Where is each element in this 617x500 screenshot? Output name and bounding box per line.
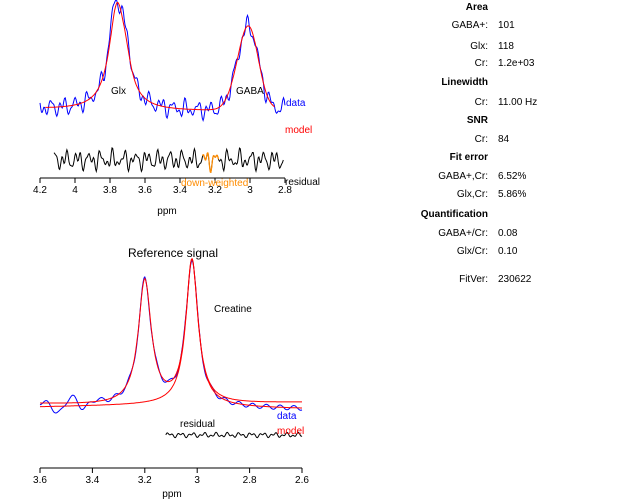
x-tick-label: 3 xyxy=(247,185,253,196)
x-tick-label: 3.4 xyxy=(173,185,187,196)
snr-heading: SNR xyxy=(466,115,488,126)
linewidth-heading: Linewidth xyxy=(441,77,488,88)
top-x-axis: 4.2 4 3.8 3.6 3.4 3.2 3 2.8 xyxy=(33,177,292,196)
stat-key: Cr: xyxy=(474,134,488,145)
model-series-line xyxy=(40,258,302,409)
stat-key: Glx: xyxy=(470,41,488,52)
model-component-line xyxy=(39,258,302,408)
stat-value: 1.2e+03 xyxy=(498,58,535,69)
data-series-line xyxy=(39,259,303,414)
x-tick-label: 3.8 xyxy=(103,185,117,196)
top-legend-residual: residual xyxy=(285,177,320,188)
stat-value: 0.10 xyxy=(498,246,518,257)
peak-label-creatine: Creatine xyxy=(214,304,252,315)
stat-value: 230622 xyxy=(498,274,532,285)
bottom-legend-data: data xyxy=(277,411,297,422)
bottom-title: Reference signal xyxy=(128,246,218,260)
stat-value: 6.52% xyxy=(498,171,527,182)
bottom-plot: Reference signal 3.6 3.4 3.2 3 2.8 2.6 ppm Cr… xyxy=(33,246,309,500)
top-legend-data: data xyxy=(286,98,306,109)
stat-key: Cr: xyxy=(474,97,488,108)
bottom-series xyxy=(39,258,303,439)
stat-value: 0.08 xyxy=(498,228,518,239)
top-legend-model: model xyxy=(285,125,312,136)
stat-value: 101 xyxy=(498,20,515,31)
fit-error-heading: Fit error xyxy=(449,152,488,163)
stat-value: 118 xyxy=(498,41,514,52)
peak-label-gaba: GABA xyxy=(236,86,264,97)
stat-key: GABA+,Cr: xyxy=(438,171,488,182)
stat-key: FitVer: xyxy=(459,274,488,285)
top-plot: 4.2 4 3.8 3.6 3.4 3.2 3 2.8 ppm Glx GABA data m… xyxy=(33,0,320,217)
residual-series-line xyxy=(53,147,284,174)
model-series-line xyxy=(45,1,275,111)
data-series-line xyxy=(39,0,286,122)
x-tick-label: 3.6 xyxy=(138,185,152,196)
stat-key: GABA+/Cr: xyxy=(438,228,488,239)
x-tick-label: 4 xyxy=(72,185,78,196)
x-tick-label: 4.2 xyxy=(33,185,47,196)
quantification-heading: Quantification xyxy=(420,209,488,220)
top-x-label: ppm xyxy=(157,206,176,217)
x-tick-label: 2.8 xyxy=(278,185,292,196)
x-tick-label: 3.6 xyxy=(33,475,47,486)
stat-key: GABA+: xyxy=(451,20,488,31)
stat-value: 84 xyxy=(498,134,510,145)
stat-value: 11.00 Hz xyxy=(498,97,538,108)
peak-label-glx: Glx xyxy=(111,86,126,97)
area-heading: Area xyxy=(465,2,488,13)
top-series xyxy=(39,0,286,174)
x-tick-label: 3 xyxy=(194,475,200,486)
down-weighted-line xyxy=(202,152,220,173)
top-legend-down-weighted: down-weighted xyxy=(181,178,248,189)
stat-key: Glx,Cr: xyxy=(456,189,488,200)
x-tick-label: 2.8 xyxy=(243,475,257,486)
stat-key: Glx/Cr: xyxy=(456,246,488,257)
residual-series-line xyxy=(165,431,303,439)
x-tick-label: 3.2 xyxy=(208,185,222,196)
x-tick-label: 3.2 xyxy=(138,475,152,486)
bottom-legend-residual: residual xyxy=(180,419,215,430)
x-tick-label: 2.6 xyxy=(295,475,309,486)
stat-value: 5.86% xyxy=(498,189,527,200)
stat-key: Cr: xyxy=(474,58,488,69)
bottom-x-axis: 3.6 3.4 3.2 3 2.8 2.6 xyxy=(33,467,309,486)
bottom-legend-model: model xyxy=(277,426,304,437)
x-tick-label: 3.4 xyxy=(85,475,99,486)
bottom-x-label: ppm xyxy=(162,489,181,500)
